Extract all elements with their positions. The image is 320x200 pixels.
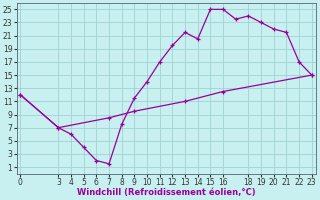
X-axis label: Windchill (Refroidissement éolien,°C): Windchill (Refroidissement éolien,°C) <box>77 188 255 197</box>
